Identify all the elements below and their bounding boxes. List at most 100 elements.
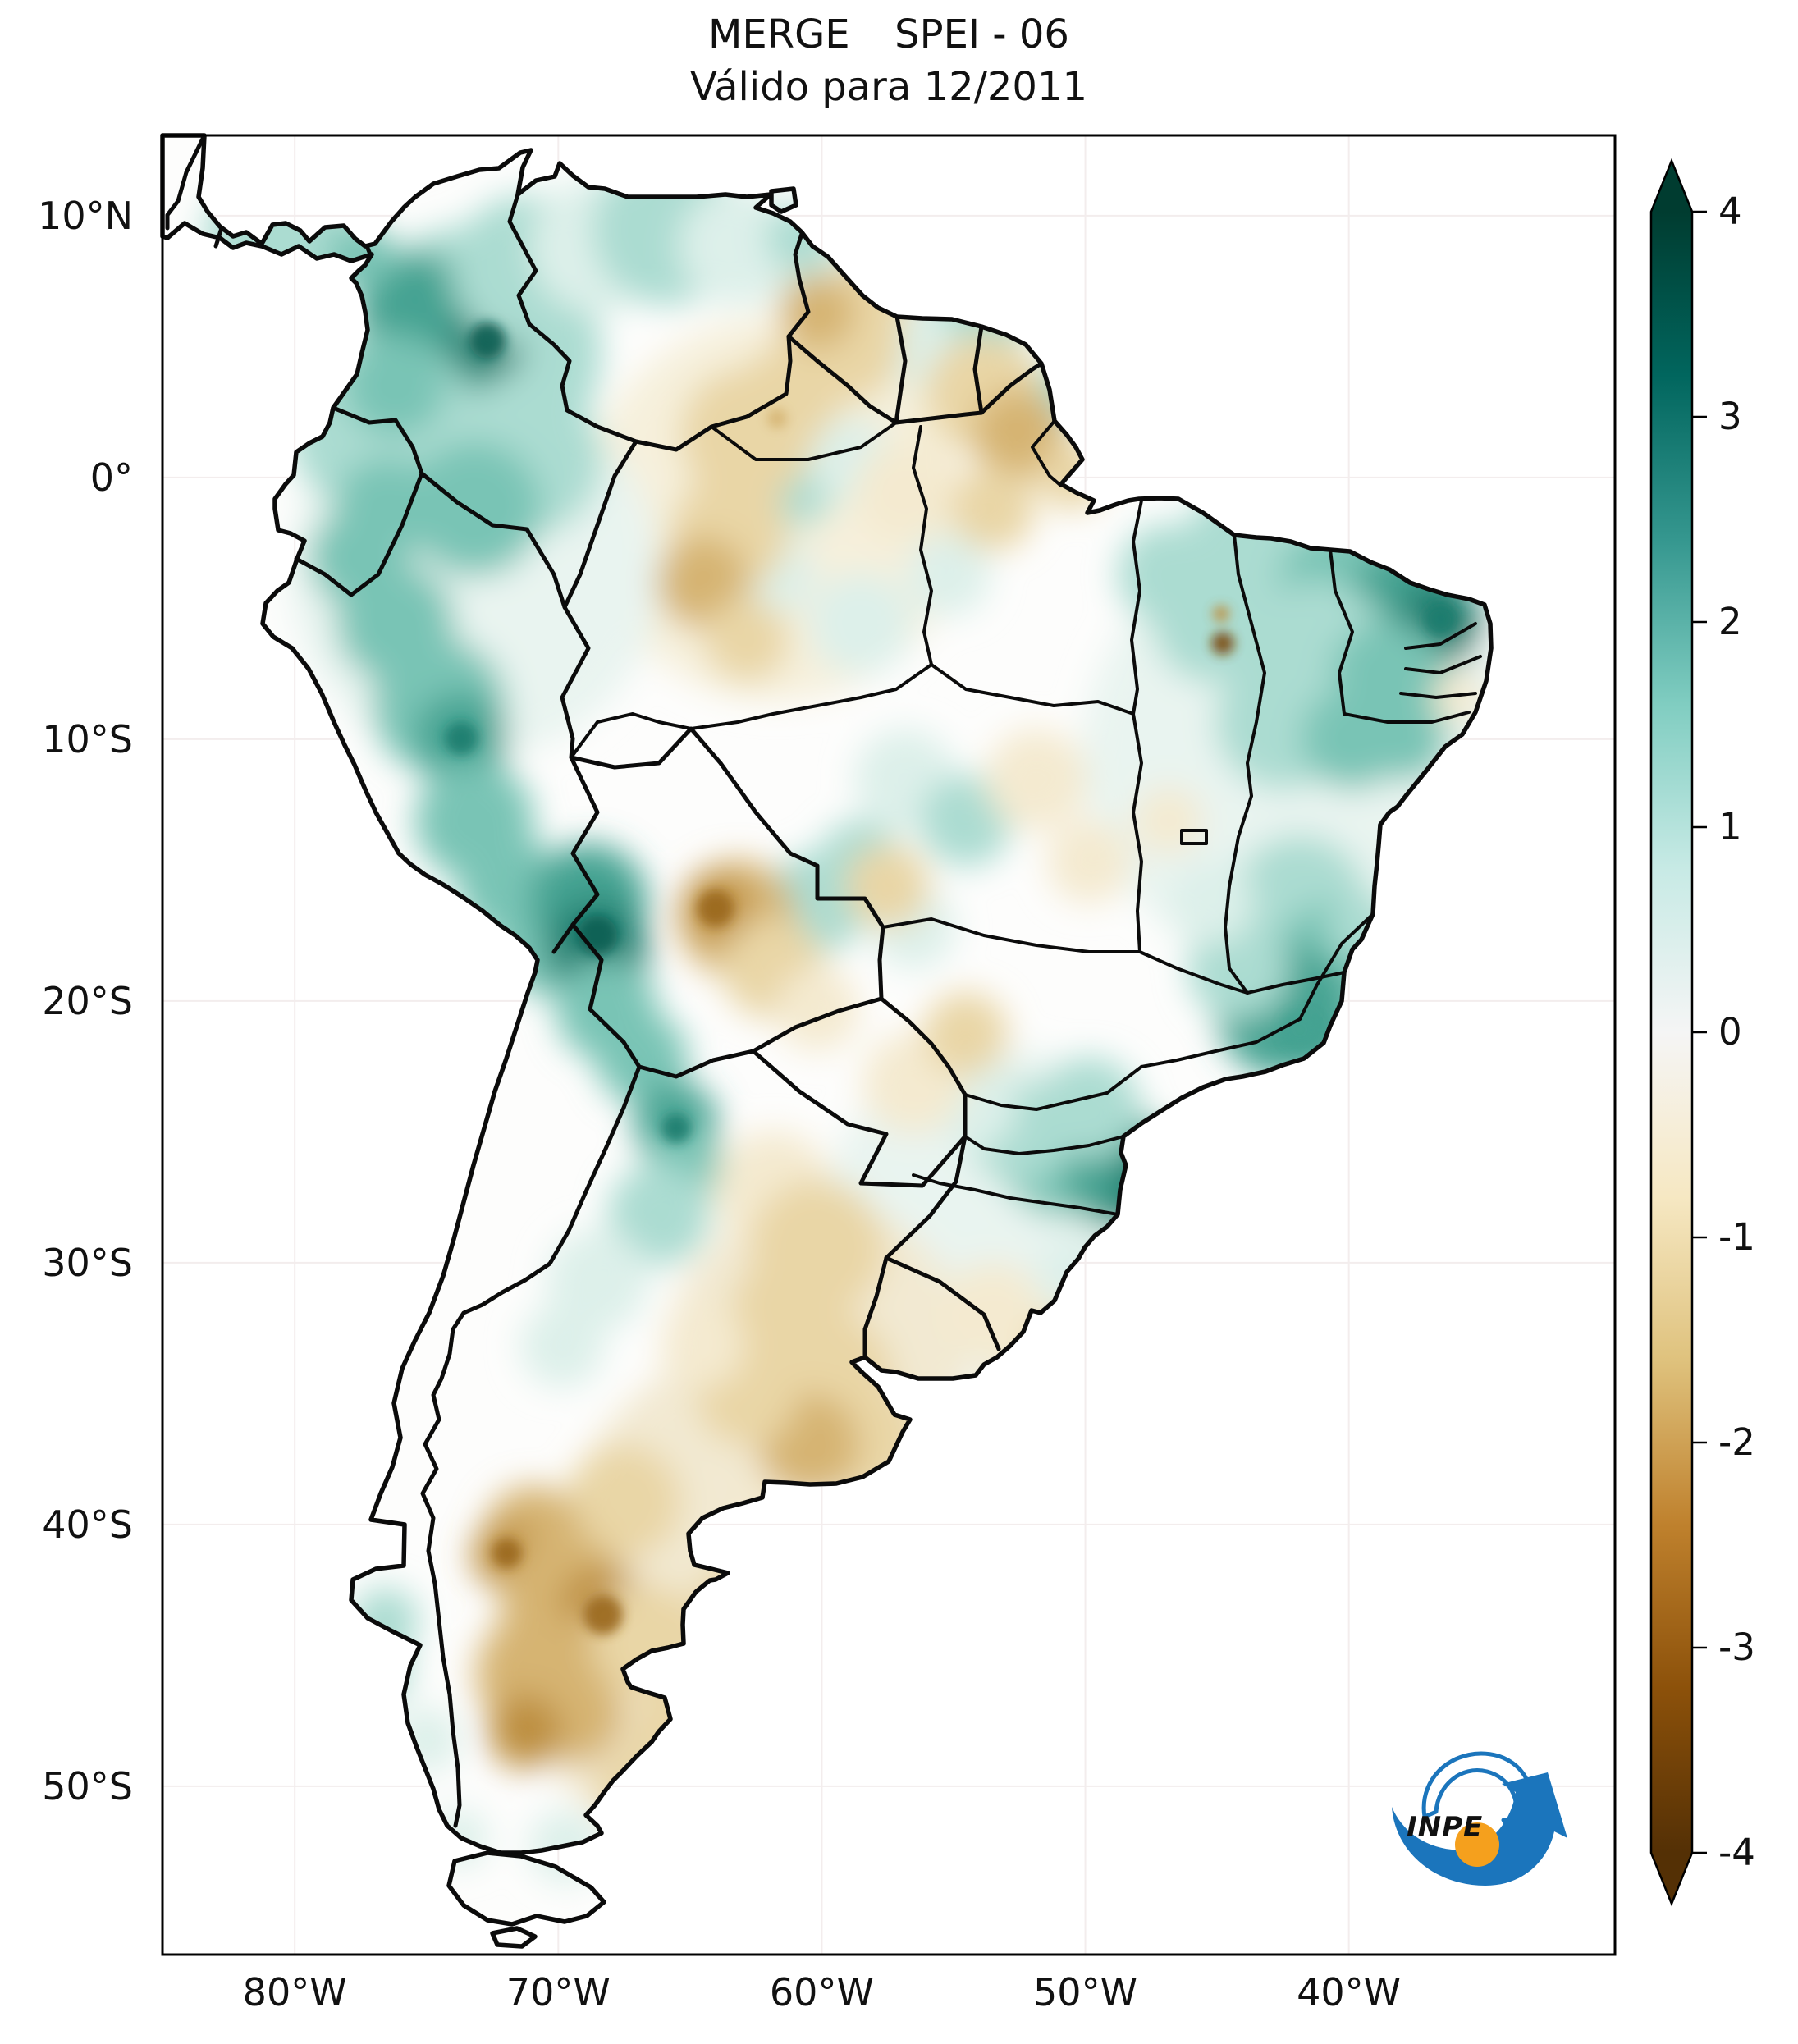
- border-colombia-peru: [419, 439, 638, 610]
- colorbar-tick-label: -1: [1718, 1215, 1755, 1259]
- spei-anomaly-core: [445, 722, 478, 755]
- spei-anomaly-core: [698, 890, 734, 926]
- spei-anomaly-core: [767, 409, 787, 428]
- spei-anomaly-patch: [1047, 820, 1131, 903]
- spei-anomaly-patch: [1364, 697, 1448, 780]
- spei-anomaly-patch: [854, 441, 956, 543]
- state-line: [1233, 533, 1266, 798]
- state-line: [1404, 622, 1477, 650]
- border-ecuador-peru: [294, 471, 424, 597]
- spei-anomaly-patch: [608, 1164, 710, 1265]
- state-line: [1138, 950, 1249, 995]
- logo-swoosh-arrow: [1392, 1772, 1567, 1886]
- spei-anomaly-patch: [1118, 524, 1219, 625]
- state-line: [1031, 419, 1063, 487]
- colorbar-tick-label: 3: [1718, 395, 1742, 438]
- lon-tick-label: 60°W: [770, 1970, 874, 2014]
- border-venezuela-guyana: [786, 231, 811, 339]
- colorbar: 4 3 2 1 0 -1 -2 -3 -4: [1649, 158, 1755, 1907]
- spei-anomaly-patch: [907, 533, 991, 616]
- spei-anomaly-patch: [845, 844, 929, 928]
- colorbar-tick-label: 4: [1718, 190, 1742, 233]
- map-title-line2: Válido para 12/2011: [690, 64, 1087, 110]
- spei-anomaly-patch: [1135, 787, 1202, 854]
- border-suriname-frenchguiana: [972, 324, 984, 415]
- state-line: [930, 663, 1135, 716]
- border-bolivia-chile: [570, 922, 642, 1069]
- spei-anomaly-patch: [775, 967, 859, 1051]
- spei-anomaly-patch: [488, 1694, 562, 1768]
- border-panama-colombia: [364, 244, 373, 258]
- colorbar-tick-label: -3: [1718, 1626, 1755, 1669]
- border-costarica-panama: [213, 226, 224, 249]
- axes-frame: [161, 134, 1617, 1956]
- border-peru-bolivia: [569, 755, 600, 927]
- lat-tick-label: 50°S: [42, 1764, 133, 1809]
- inpe-logo: INPE: [1392, 1751, 1567, 1886]
- state-line: [710, 421, 898, 461]
- colorbar-tick-label: -4: [1718, 1831, 1755, 1874]
- border-uruguay-brazil: [884, 1255, 1001, 1351]
- colorbar-extend-bottom: [1651, 1853, 1692, 1904]
- border-suriname-brazil: [894, 410, 984, 425]
- spei-anomaly-patch: [705, 598, 789, 682]
- spei-anomaly-patch: [1433, 672, 1484, 723]
- logo-orange-circle: [1455, 1822, 1499, 1867]
- spei-anomaly-core: [1211, 632, 1234, 655]
- border-bolivia-argentina: [637, 1049, 756, 1079]
- spei-anomaly-patch: [810, 573, 912, 674]
- state-line: [1246, 971, 1346, 995]
- state-line: [881, 917, 1141, 953]
- spei-anomaly-core: [661, 1113, 691, 1143]
- lat-tick-label: 20°S: [42, 979, 133, 1023]
- spei-anomaly-patch: [986, 729, 1087, 830]
- border-paraguay-argentina: [751, 1049, 968, 1188]
- spei-anomaly-patch: [661, 1304, 744, 1388]
- state-line: [1224, 794, 1253, 995]
- spei-anomaly-patch: [1038, 1057, 1140, 1159]
- border-frenchguiana-brazil: [979, 361, 1044, 415]
- state-line: [1132, 712, 1143, 953]
- state-line: [689, 663, 933, 730]
- state-line: [1130, 499, 1143, 716]
- state-line: [912, 1173, 1119, 1216]
- colorbar-body: [1651, 212, 1692, 1853]
- lon-tick-label: 40°W: [1297, 1970, 1401, 2014]
- spei-anomaly-core: [1282, 1012, 1318, 1048]
- spei-anomaly-core: [492, 1539, 522, 1568]
- border-bolivia-paraguay: [751, 996, 884, 1054]
- spei-anomaly-core: [1424, 603, 1457, 636]
- border-peru-brazil: [560, 605, 591, 760]
- border-guyana-brazil: [786, 334, 899, 425]
- colorbar-tick-label: -2: [1718, 1420, 1755, 1464]
- lat-tick-label: 0°: [90, 455, 133, 500]
- lon-tick-label: 80°W: [243, 1970, 347, 2014]
- state-borders: [570, 419, 1482, 1216]
- border-paraguay-brazil: [879, 996, 968, 1139]
- state-line: [1298, 912, 1375, 1021]
- state-line: [1399, 692, 1477, 699]
- spei-anomaly-core: [1213, 606, 1229, 622]
- lat-tick-label: 10°S: [42, 717, 133, 761]
- state-line: [1180, 829, 1208, 845]
- state-line: [963, 1065, 1143, 1111]
- spei-anomaly-core: [583, 1595, 623, 1635]
- lon-tick-label: 70°W: [506, 1970, 611, 2014]
- state-line: [912, 425, 933, 666]
- spei-anomaly-patch: [951, 467, 1035, 551]
- spei-anomaly-patch: [345, 335, 446, 437]
- border-venezuela-brazil: [634, 334, 793, 452]
- border-colombia-ecuador: [331, 405, 424, 476]
- border-argentina-brazil: [884, 1134, 968, 1260]
- spei-anomaly-core: [469, 322, 506, 359]
- border-peru-chile: [551, 922, 575, 954]
- spei-anomaly-patch: [566, 1444, 681, 1559]
- map-title-line1: MERGE SPEI - 06: [708, 11, 1069, 57]
- border-argentina-uruguay: [862, 1255, 889, 1360]
- longitude-axis: 80°W 70°W 60°W 50°W 40°W: [243, 1970, 1402, 2014]
- lon-tick-label: 50°W: [1033, 1970, 1137, 2014]
- spei-anomaly-patch: [920, 775, 1012, 867]
- spei-anomaly-patch: [1170, 861, 1254, 944]
